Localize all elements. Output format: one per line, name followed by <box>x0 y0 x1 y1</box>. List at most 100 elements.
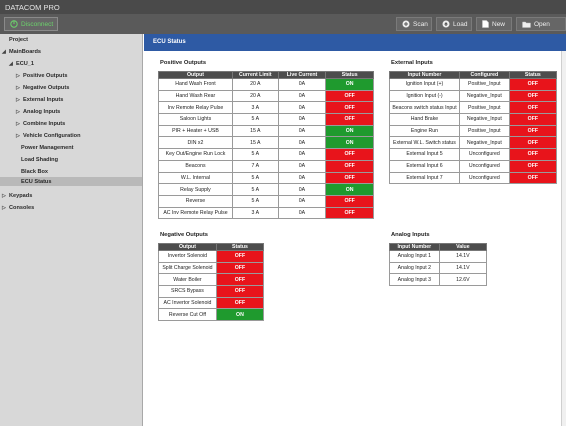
table-cell: Inv Remote Relay Pulse <box>158 101 233 115</box>
tree-positive-outputs[interactable]: ▷ Positive Outputs <box>16 73 67 79</box>
new-button[interactable]: New <box>476 17 512 31</box>
table-cell: SRCS Bypass <box>158 285 217 298</box>
status-badge: ON <box>325 183 374 196</box>
collapsed-arrow-icon[interactable]: ▷ <box>2 193 6 199</box>
table-row: Ignition Input (+) Positive_Input OFF <box>389 78 558 91</box>
tree-consoles[interactable]: ▷ Consoles <box>2 205 34 211</box>
table-cell: Negative_Input <box>458 136 510 150</box>
status-badge: OFF <box>215 273 265 287</box>
analog-inputs-table: Input Number Value Analog Input 1 14.1V An… <box>389 243 488 287</box>
table-row: Inv Remote Relay Pulse 3 A 0A OFF <box>158 101 374 115</box>
open-button[interactable]: Open <box>516 17 566 31</box>
tree-external-inputs[interactable]: ▷ External Inputs <box>16 97 63 103</box>
tree-ecu-status-label: ECU Status <box>21 178 52 185</box>
expanded-arrow-icon[interactable]: ◢ <box>2 49 6 55</box>
table-cell: Saloon Lights <box>158 113 233 126</box>
status-badge: OFF <box>508 89 558 103</box>
table-cell: 0A <box>277 124 327 138</box>
ecu-status-panel: Positive Outputs Output Current Limit Li… <box>144 51 566 426</box>
table-cell: 5 A <box>231 171 279 185</box>
panel-title: ECU Status <box>144 34 566 51</box>
status-badge: OFF <box>325 89 374 103</box>
table-row: Beacons switch status Input Positive_Inpu… <box>389 101 558 115</box>
expanded-arrow-icon[interactable]: ◢ <box>9 61 13 67</box>
tree-mainboards[interactable]: ◢ MainBoards <box>2 49 41 55</box>
table-cell: 14.1V <box>438 250 488 263</box>
table-cell: 0A <box>277 159 327 173</box>
status-badge: OFF <box>325 171 374 185</box>
table-cell: Reverse <box>158 194 233 208</box>
table-cell: 5 A <box>231 183 279 196</box>
column-header: Output <box>158 71 233 79</box>
tree-positive-outputs-label: Positive Outputs <box>23 73 68 79</box>
table-cell: Ignition Input (-) <box>389 89 460 103</box>
tree-power-management[interactable]: Power Management <box>21 145 74 151</box>
status-badge: ON <box>325 78 374 91</box>
status-badge: ON <box>325 124 374 138</box>
collapsed-arrow-icon[interactable]: ▷ <box>16 73 20 79</box>
scan-button[interactable]: Scan <box>396 17 432 31</box>
table-row: Analog Input 3 12.6V <box>389 273 488 287</box>
new-label: New <box>492 20 506 28</box>
positive-outputs-table: Output Current Limit Live Current Status… <box>158 71 374 220</box>
table-cell: Engine Run <box>389 124 460 138</box>
table-row: AC Invertor Solenoid OFF <box>158 296 265 310</box>
collapsed-arrow-icon[interactable]: ▷ <box>16 133 20 139</box>
tree-combine-inputs[interactable]: ▷ Combine Inputs <box>16 121 65 127</box>
table-row: Hand Wash Rear 20 A 0A OFF <box>158 89 374 103</box>
table-row: Ignition Input (-) Negative_Input OFF <box>389 89 558 103</box>
window-title: DATACOM PRO <box>0 0 566 14</box>
table-cell: Water Boiler <box>158 273 217 287</box>
tree-negative-outputs[interactable]: ▷ Negative Outputs <box>16 85 69 91</box>
table-cell: 0A <box>277 136 327 150</box>
table-cell: 0A <box>277 183 327 196</box>
table-cell: 12.6V <box>438 273 488 287</box>
toolbar: Disconnect Scan Load New Open <box>0 14 566 34</box>
column-header: Input Number <box>389 243 440 251</box>
table-row: Split Charge Solenoid OFF <box>158 261 265 275</box>
table-cell: 5 A <box>231 148 279 161</box>
vertical-scrollbar[interactable] <box>561 51 566 426</box>
status-badge: OFF <box>325 194 374 208</box>
tree-keypads[interactable]: ▷ Keypads <box>2 193 32 199</box>
tree-combine-inputs-label: Combine Inputs <box>23 121 66 127</box>
table-cell: PIR + Heater + USB <box>158 124 233 138</box>
table-cell: Invertor Solenoid <box>158 250 217 263</box>
collapsed-arrow-icon[interactable]: ▷ <box>16 85 20 91</box>
tree-vehicle-configuration[interactable]: ▷ Vehicle Configuration <box>16 133 81 139</box>
tree-load-shading-label: Load Shading <box>21 157 58 163</box>
table-cell: 20 A <box>231 89 279 103</box>
table-cell: 15 A <box>231 136 279 150</box>
load-button[interactable]: Load <box>436 17 472 31</box>
table-cell: Negative_Input <box>458 89 510 103</box>
tree-ecu[interactable]: ◢ ECU_1 <box>9 61 34 67</box>
tree-analog-inputs[interactable]: ▷ Analog Inputs <box>16 109 60 115</box>
column-header: Status <box>325 71 374 79</box>
table-row: AC Inv Remote Relay Pulse 3 A 0A OFF <box>158 206 374 220</box>
tree-ecu-status[interactable]: ECU Status <box>0 177 142 186</box>
status-badge: OFF <box>325 148 374 161</box>
table-row: External Input 6 Unconfigured OFF <box>389 159 558 173</box>
tree-black-box[interactable]: Black Box <box>21 169 48 175</box>
collapsed-arrow-icon[interactable]: ▷ <box>16 121 20 127</box>
table-cell: 0A <box>277 206 327 220</box>
collapsed-arrow-icon[interactable]: ▷ <box>16 97 20 103</box>
table-cell: External Input 5 <box>389 148 460 161</box>
table-row: Reverse 5 A 0A OFF <box>158 194 374 208</box>
tree-load-shading[interactable]: Load Shading <box>21 157 58 163</box>
external-inputs-table: Input Number Configured Status Ignition … <box>389 71 558 185</box>
status-badge: OFF <box>508 136 558 150</box>
status-badge: OFF <box>215 285 265 298</box>
collapsed-arrow-icon[interactable]: ▷ <box>16 109 20 115</box>
scan-label: Scan <box>413 20 428 28</box>
table-cell: Beacons switch status Input <box>389 101 460 115</box>
table-cell: 0A <box>277 194 327 208</box>
disconnect-label: Disconnect <box>21 20 54 28</box>
disconnect-button[interactable]: Disconnect <box>4 17 58 31</box>
table-cell: 0A <box>277 101 327 115</box>
collapsed-arrow-icon[interactable]: ▷ <box>2 205 6 211</box>
table-row: DIN x2 15 A 0A ON <box>158 136 374 150</box>
tree-project[interactable]: Project <box>9 37 28 43</box>
plus-circle-icon <box>402 20 410 28</box>
status-badge: OFF <box>325 101 374 115</box>
